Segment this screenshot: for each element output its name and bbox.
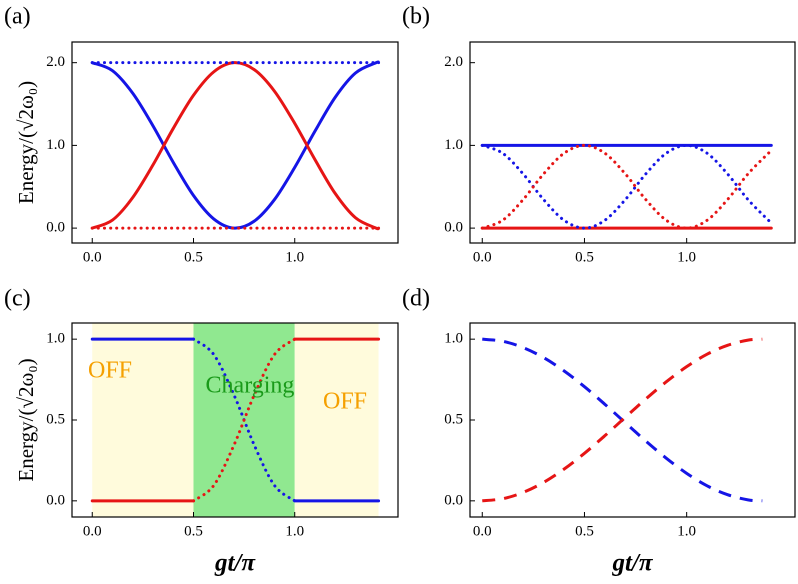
x-axis-label: gt/π: [611, 550, 653, 577]
line-dotted: [191, 337, 297, 503]
y-tick-label: 1.0: [46, 137, 65, 153]
annotation: Charging: [206, 373, 295, 399]
axes-frame: [71, 41, 399, 244]
y-tick-label: 0.5: [46, 411, 65, 427]
x-tick-label: 0.0: [83, 249, 102, 265]
x-tick-label: 1.0: [677, 523, 696, 539]
x-tick-label: 0.5: [575, 249, 594, 265]
plot-area: [90, 323, 381, 517]
y-tick-label: 1.0: [46, 331, 65, 347]
panel-label: (a): [4, 4, 31, 30]
annotation: OFF: [323, 389, 367, 415]
shaded-region: [294, 323, 379, 517]
y-tick-label: 0.0: [444, 220, 463, 236]
shaded-region: [92, 323, 194, 517]
x-tick-label: 1.0: [677, 249, 696, 265]
plot-area: [90, 60, 381, 231]
y-tick-label: 0.0: [46, 220, 65, 236]
y-axis-label: Energy/(√2ω₀): [14, 358, 38, 481]
x-tick-label: 1.0: [285, 249, 304, 265]
x-tick-label: 0.5: [184, 249, 203, 265]
line-dashed: [482, 337, 763, 503]
axes-frame: [469, 322, 796, 518]
line-dashed: [482, 337, 763, 503]
x-tick-label: 0.5: [184, 523, 203, 539]
panel-label: (c): [4, 286, 31, 312]
line-dotted: [480, 143, 773, 230]
line-dotted: [480, 143, 773, 230]
line-solid: [90, 60, 381, 230]
x-tick-label: 0.0: [83, 523, 102, 539]
x-tick-label: 1.0: [285, 523, 304, 539]
line-solid: [90, 337, 381, 503]
panel-label: (b): [402, 4, 430, 30]
line-solid: [90, 61, 381, 231]
y-tick-label: 0.5: [444, 411, 463, 427]
y-tick-label: 2.0: [46, 54, 65, 70]
y-tick-label: 1.0: [444, 331, 463, 347]
y-axis-label: Energy/(√2ω₀): [14, 81, 38, 204]
plot-area: [480, 143, 773, 230]
y-tick-label: 1.0: [444, 137, 463, 153]
line-solid: [90, 337, 381, 503]
x-tick-label: 0.5: [575, 523, 594, 539]
x-axis-label: gt/π: [214, 550, 256, 577]
x-tick-label: 0.0: [473, 523, 492, 539]
y-tick-label: 0.0: [444, 492, 463, 508]
x-tick-label: 0.0: [473, 249, 492, 265]
panel-label: (d): [402, 286, 430, 312]
annotation: OFF: [88, 358, 132, 384]
plot-area: [482, 337, 763, 503]
y-tick-label: 0.0: [46, 492, 65, 508]
y-tick-label: 2.0: [444, 54, 463, 70]
axes-frame: [469, 41, 796, 244]
